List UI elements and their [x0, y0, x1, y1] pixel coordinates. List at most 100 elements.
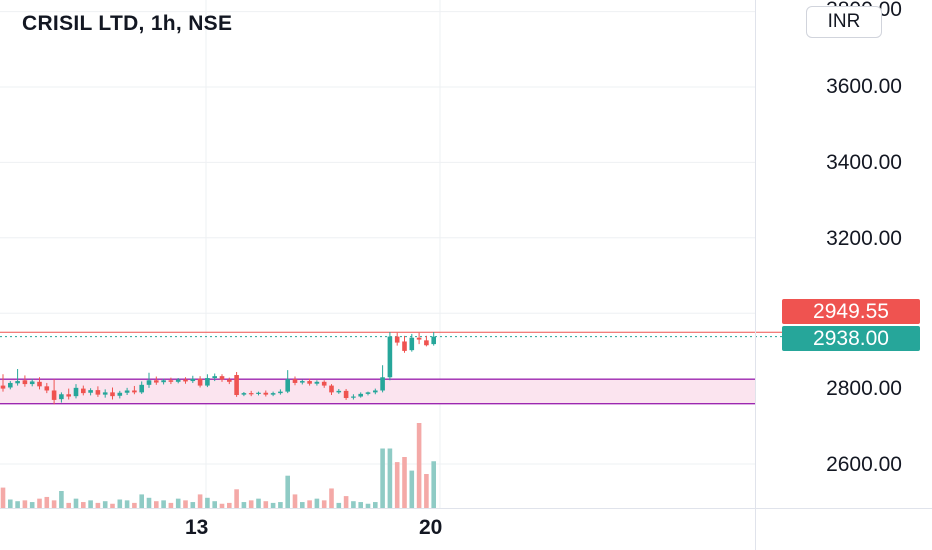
volume-bar	[59, 491, 64, 508]
candle-body	[329, 385, 334, 393]
volume-bar	[154, 501, 159, 508]
volume-bar	[124, 500, 130, 508]
volume-bar	[0, 487, 6, 508]
candle-body	[154, 380, 159, 383]
candle-body	[307, 381, 312, 384]
volume-bar	[81, 502, 86, 508]
volume-bar	[321, 500, 327, 508]
candle-body	[44, 386, 50, 391]
candle-body	[205, 378, 210, 386]
currency-button[interactable]: INR	[806, 6, 882, 38]
volume-bar	[424, 474, 429, 508]
volume-bar	[88, 500, 93, 508]
candle-body	[278, 391, 283, 394]
volume-bar	[8, 499, 13, 508]
candle-body	[22, 380, 28, 385]
candle-body	[285, 379, 290, 392]
candle-body	[73, 387, 79, 397]
candle-body	[256, 392, 261, 394]
candle-body	[416, 337, 422, 340]
volume-bar	[29, 502, 35, 508]
volume-bar	[234, 489, 239, 508]
volume-bar	[95, 502, 101, 508]
volume-bar	[365, 503, 371, 508]
chart-grid	[0, 0, 755, 508]
volume-bar	[263, 501, 269, 508]
candle-body	[234, 375, 239, 396]
candle-body	[314, 381, 320, 384]
candle-body	[321, 381, 327, 386]
volume-bar	[241, 502, 247, 508]
candle-body	[117, 392, 123, 396]
candle-body	[351, 396, 356, 398]
time-tick: 20	[419, 516, 443, 539]
volume-bar	[175, 498, 181, 508]
candles	[0, 332, 436, 405]
candle-body	[102, 392, 108, 395]
price-tick: 3600.00	[826, 75, 902, 98]
volume-bars	[0, 423, 436, 508]
volume-bar	[51, 500, 57, 508]
volume-bar	[270, 502, 276, 508]
price-tick: 2800.00	[826, 377, 902, 400]
candle-body	[197, 378, 203, 386]
candle-body	[51, 390, 57, 400]
candle-body	[212, 376, 217, 379]
volume-bar	[190, 502, 196, 508]
candle-body	[168, 380, 174, 382]
candle-body	[95, 390, 101, 395]
candle-body	[8, 382, 13, 388]
candle-body	[358, 393, 363, 397]
volume-bar	[351, 501, 356, 508]
volume-bar	[314, 498, 320, 508]
candle-body	[190, 378, 196, 382]
candle-body	[336, 390, 342, 393]
candle-body	[300, 381, 305, 383]
volume-bar	[285, 475, 290, 508]
candle-body	[183, 379, 188, 382]
volume-bar	[117, 499, 123, 508]
candle-body	[175, 379, 181, 382]
volume-bar	[307, 500, 312, 508]
volume-bar	[358, 502, 363, 508]
price-tick: 3200.00	[826, 227, 902, 250]
candle-body	[132, 390, 137, 393]
volume-bar	[146, 497, 152, 508]
candle-body	[402, 341, 407, 351]
volume-bar	[300, 502, 305, 508]
candle-body	[37, 381, 42, 387]
candle-body	[248, 393, 254, 395]
volume-bar	[278, 502, 283, 508]
high-price-label: 2949.55	[782, 299, 920, 324]
candle-body	[161, 380, 166, 383]
volume-bar	[139, 494, 144, 508]
candle-body	[29, 381, 35, 385]
volume-bar	[431, 461, 436, 508]
candle-body	[394, 336, 400, 343]
candle-body	[292, 379, 298, 383]
candle-body	[59, 394, 64, 400]
candle-body	[431, 336, 436, 345]
time-tick: 13	[185, 516, 209, 539]
volume-bar	[343, 496, 349, 508]
volume-bar	[22, 500, 28, 508]
candle-body	[387, 336, 393, 378]
volume-bar	[227, 502, 232, 508]
candle-body	[0, 385, 6, 389]
candle-body	[270, 393, 276, 395]
volume-bar	[380, 448, 385, 508]
volume-bar	[373, 502, 378, 508]
price-tick: 3400.00	[826, 151, 902, 174]
volume-bar	[219, 503, 225, 508]
volume-bar	[329, 488, 334, 508]
price-tick: 2600.00	[826, 453, 902, 476]
volume-bar	[292, 494, 298, 508]
volume-bar	[37, 498, 42, 508]
volume-bar	[132, 502, 137, 508]
candle-body	[219, 376, 225, 380]
candle-body	[139, 384, 144, 393]
volume-bar	[197, 494, 203, 508]
volume-bar	[15, 501, 20, 508]
volume-bar	[110, 503, 115, 508]
